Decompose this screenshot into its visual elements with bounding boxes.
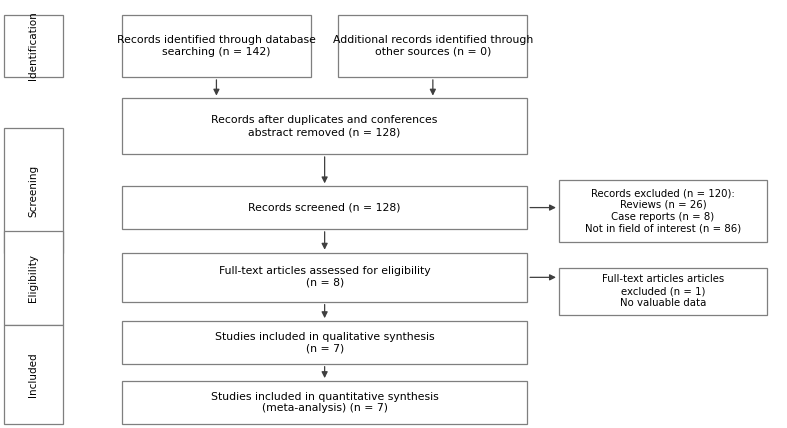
Text: Records excluded (n = 120):
Reviews (n = 26)
Case reports (n = 8)
Not in field o: Records excluded (n = 120): Reviews (n =…: [585, 188, 741, 233]
Text: Studies included in quantitative synthesis
(meta-analysis) (n = 7): Studies included in quantitative synthes…: [211, 392, 438, 413]
FancyBboxPatch shape: [122, 186, 527, 229]
Text: Studies included in qualitative synthesis
(n = 7): Studies included in qualitative synthesi…: [215, 332, 434, 353]
Text: Full-text articles articles
excluded (n = 1)
No valuable data: Full-text articles articles excluded (n …: [602, 274, 724, 308]
Text: Full-text articles assessed for eligibility
(n = 8): Full-text articles assessed for eligibil…: [219, 266, 430, 288]
FancyBboxPatch shape: [4, 15, 63, 77]
FancyBboxPatch shape: [122, 98, 527, 154]
Text: Records screened (n = 128): Records screened (n = 128): [249, 202, 401, 213]
Text: Identification: Identification: [28, 12, 39, 80]
Text: Screening: Screening: [28, 164, 39, 217]
Text: Included: Included: [28, 352, 39, 397]
Text: Records after duplicates and conferences
abstract removed (n = 128): Records after duplicates and conferences…: [212, 116, 438, 137]
Text: Records identified through database
searching (n = 142): Records identified through database sear…: [117, 35, 316, 57]
FancyBboxPatch shape: [4, 231, 63, 325]
FancyBboxPatch shape: [4, 128, 63, 253]
FancyBboxPatch shape: [122, 381, 527, 424]
Text: Additional records identified through
other sources (n = 0): Additional records identified through ot…: [333, 35, 533, 57]
FancyBboxPatch shape: [122, 321, 527, 364]
FancyBboxPatch shape: [122, 253, 527, 302]
FancyBboxPatch shape: [338, 15, 527, 77]
FancyBboxPatch shape: [122, 15, 311, 77]
Text: Eligibility: Eligibility: [28, 254, 39, 302]
FancyBboxPatch shape: [559, 180, 767, 242]
FancyBboxPatch shape: [4, 325, 63, 424]
FancyBboxPatch shape: [559, 268, 767, 315]
